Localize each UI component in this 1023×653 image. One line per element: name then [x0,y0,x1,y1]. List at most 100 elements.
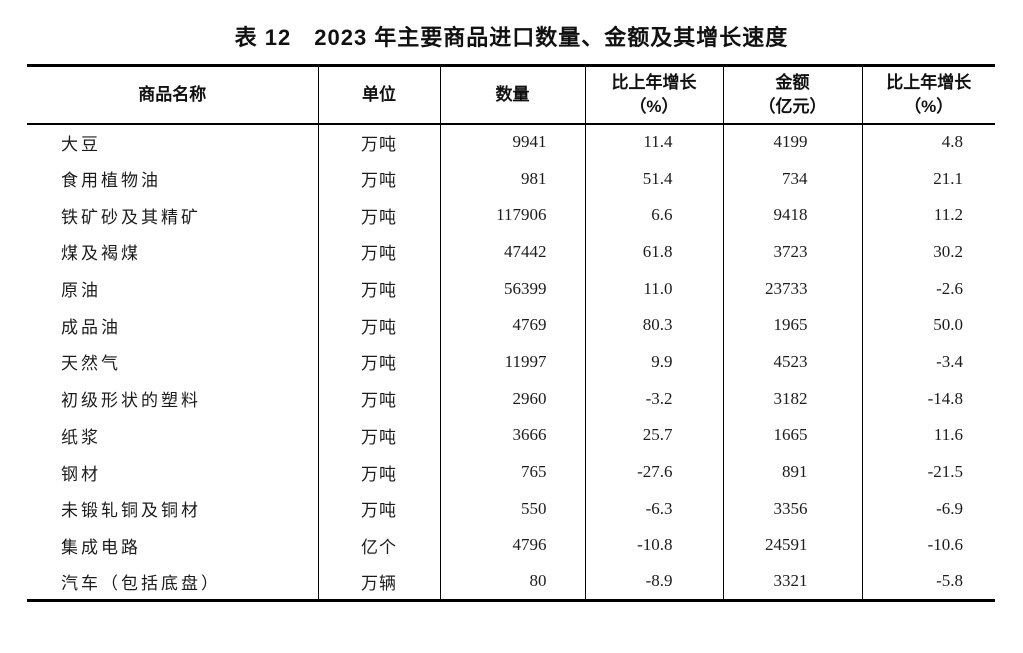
commodity-name: 纸浆 [27,417,319,454]
amount-growth: 21.1 [933,168,963,188]
column-header-commodity-name: 商品名称 [27,65,319,125]
table-row: 初级形状的塑料 万吨 2960 -3.2 3182 -14.8 [27,380,995,417]
quantity-growth: -8.9 [585,563,724,601]
column-header-quantity: 数量 [440,65,586,125]
commodity-unit: 万吨 [318,380,441,417]
amount-growth: 50.0 [933,315,963,335]
commodity-amount: 23733 [723,270,863,307]
commodity-name: 初级形状的塑料 [27,380,319,417]
quantity-growth: -27.6 [585,453,724,491]
table-row: 食用植物油 万吨 981 51.4 734 21.1 [27,160,995,197]
commodity-amount: 3182 [723,380,863,417]
header-label: 金额 [775,72,810,92]
table-row: 铁矿砂及其精矿 万吨 117906 6.6 9418 11.2 [27,196,995,234]
commodity-unit: 万吨 [318,343,441,381]
commodity-quantity: 3666 [440,417,586,454]
commodity-name: 未锻轧铜及铜材 [27,490,319,528]
column-header-amount-growth: 比上年增长 （%） [862,65,995,125]
commodity-quantity: 4796 [440,527,586,564]
table-row: 大豆 万吨 9941 11.4 4199 4.8 [27,123,995,161]
table-row: 天然气 万吨 11997 9.9 4523 -3.4 [27,343,995,381]
commodity-name: 汽车（包括底盘） [27,563,319,601]
amount-growth: 11.2 [933,205,963,225]
quantity-growth: -6.3 [585,490,724,528]
header-label: 数量 [495,84,530,104]
commodity-amount: 1665 [723,417,863,454]
commodity-name: 铁矿砂及其精矿 [27,196,319,234]
amount-growth: -5.8 [936,571,963,591]
table-row: 钢材 万吨 765 -27.6 891 -21.5 [27,453,995,491]
commodity-unit: 万吨 [318,270,441,307]
column-header-unit: 单位 [318,65,441,125]
quantity-growth: 25.7 [585,417,724,454]
commodity-name: 天然气 [27,343,319,381]
table-header: 商品名称 单位 数量 比上年增长 （%） 金额 （亿元） [27,65,995,125]
header-label: 比上年增长 [886,72,972,92]
commodity-amount: 734 [723,160,863,197]
header-label: 比上年增长 [611,72,697,92]
commodity-name: 集成电路 [27,527,319,564]
table-row: 未锻轧铜及铜材 万吨 550 -6.3 3356 -6.9 [27,490,995,528]
commodity-quantity: 550 [440,490,586,528]
table-row: 煤及褐煤 万吨 47442 61.8 3723 30.2 [27,233,995,271]
amount-growth: -10.6 [927,535,963,555]
commodity-unit: 万吨 [318,123,441,161]
commodity-unit: 万吨 [318,490,441,528]
commodity-amount: 3723 [723,233,863,271]
quantity-growth: -10.8 [585,527,724,564]
commodity-unit: 万吨 [318,196,441,234]
header-sublabel: （%） [629,96,679,116]
commodity-quantity: 80 [440,563,586,601]
commodity-quantity: 765 [440,453,586,491]
commodity-quantity: 117906 [440,196,586,234]
table-row: 集成电路 亿个 4796 -10.8 24591 -10.6 [27,527,995,564]
header-label: 商品名称 [138,84,207,104]
commodity-unit: 亿个 [318,527,441,564]
commodity-amount: 4523 [723,343,863,381]
commodity-amount: 3321 [723,563,863,601]
commodity-unit: 万吨 [318,233,441,271]
commodity-quantity: 9941 [440,123,586,161]
commodity-name: 钢材 [27,453,319,491]
column-header-amount: 金额 （亿元） [723,65,863,125]
commodity-quantity: 981 [440,160,586,197]
amount-growth: -21.5 [927,462,963,482]
commodity-quantity: 47442 [440,233,586,271]
commodity-quantity: 4769 [440,306,586,344]
amount-growth: 30.2 [933,241,963,261]
commodity-unit: 万吨 [318,453,441,491]
commodity-amount: 9418 [723,196,863,234]
column-header-quantity-growth: 比上年增长 （%） [585,65,724,125]
commodity-quantity: 2960 [440,380,586,417]
header-sublabel: （%） [904,96,954,116]
commodity-name: 成品油 [27,306,319,344]
quantity-growth: 6.6 [585,196,724,234]
commodity-unit: 万吨 [318,160,441,197]
quantity-growth: -3.2 [585,380,724,417]
quantity-growth: 80.3 [585,306,724,344]
commodity-unit: 万吨 [318,417,441,454]
commodity-name: 大豆 [27,123,319,161]
amount-growth: -14.8 [927,388,963,408]
commodity-quantity: 56399 [440,270,586,307]
amount-growth: -3.4 [936,351,963,371]
commodity-unit: 万吨 [318,306,441,344]
commodity-quantity: 11997 [440,343,586,381]
amount-growth: -2.6 [936,278,963,298]
commodity-unit: 万辆 [318,563,441,601]
amount-growth: -6.9 [936,498,963,518]
header-label: 单位 [362,84,396,104]
table-row: 汽车（包括底盘） 万辆 80 -8.9 3321 -5.8 [27,563,995,601]
table-body: 大豆 万吨 9941 11.4 4199 4.8 食用植物油 万吨 981 51… [27,123,995,601]
quantity-growth: 9.9 [585,343,724,381]
table-title: 表 12 2023 年主要商品进口数量、金额及其增长速度 [234,25,789,50]
commodity-amount: 24591 [723,527,863,564]
table-row: 成品油 万吨 4769 80.3 1965 50.0 [27,306,995,344]
table-row: 原油 万吨 56399 11.0 23733 -2.6 [27,270,995,307]
commodity-name: 原油 [27,270,319,307]
quantity-growth: 61.8 [585,233,724,271]
header-sublabel: （亿元） [758,96,827,116]
amount-growth: 4.8 [941,132,963,152]
commodity-amount: 1965 [723,306,863,344]
